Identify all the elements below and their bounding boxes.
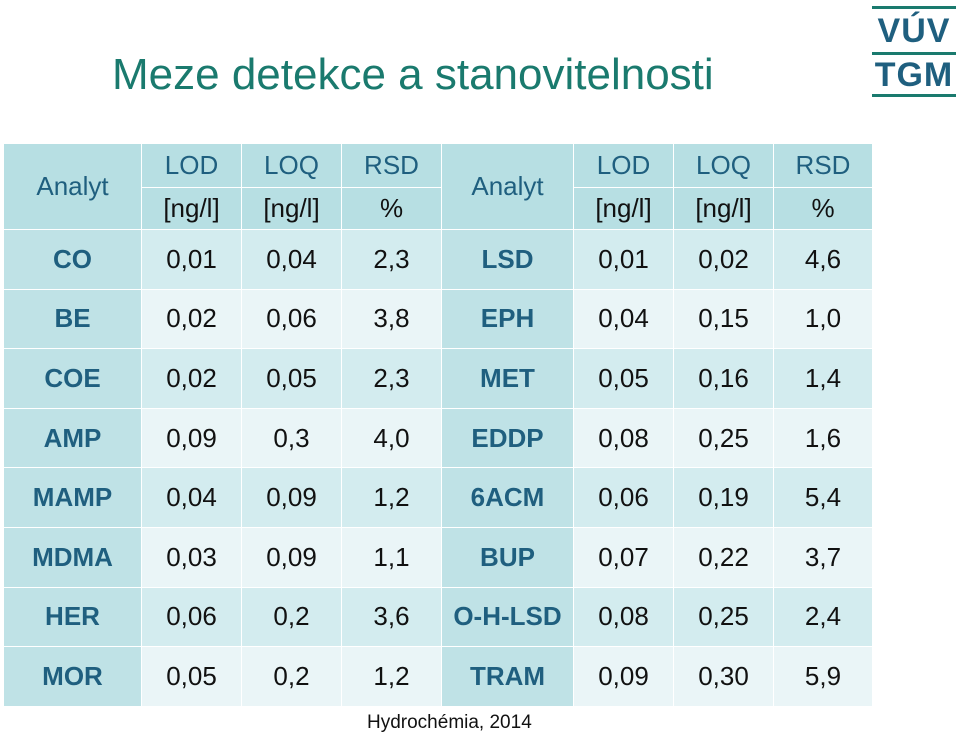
cell-loq-right: 0,30 <box>673 646 774 707</box>
page-title: Meze detekce a stanovitelnosti <box>112 50 714 99</box>
cell-rsd-left: 3,6 <box>341 586 442 648</box>
table-row: AMP 0,09 0,3 4,0 EDDP 0,08 0,25 1,6 <box>3 407 873 469</box>
cell-loq-left: 0,3 <box>241 407 342 469</box>
cell-analyt-left: BE <box>3 288 142 350</box>
table-row: BE 0,02 0,06 3,8 EPH 0,04 0,15 1,0 <box>3 288 873 350</box>
cell-lod-right: 0,06 <box>573 467 674 528</box>
table-row: CO 0,01 0,04 2,3 LSD 0,01 0,02 4,6 <box>3 229 873 290</box>
cell-loq-right: 0,19 <box>673 467 774 528</box>
logo-bottom-text: TGM <box>874 56 954 94</box>
cell-loq-right: 0,25 <box>673 407 774 469</box>
header-rsd-right: RSD <box>773 143 873 188</box>
cell-loq-left: 0,05 <box>241 348 342 409</box>
cell-lod-right: 0,05 <box>573 348 674 409</box>
cell-loq-right: 0,25 <box>673 586 774 648</box>
cell-rsd-right: 1,4 <box>773 348 873 409</box>
cell-analyt-right: EDDP <box>441 407 574 469</box>
cell-lod-right: 0,01 <box>573 229 674 290</box>
header-row-units: [ng/l] [ng/l] % [ng/l] [ng/l] % <box>4 187 873 230</box>
table-row: HER 0,06 0,2 3,6 O-H-LSD 0,08 0,25 2,4 <box>3 586 873 648</box>
table-row: MDMA 0,03 0,09 1,1 BUP 0,07 0,22 3,7 <box>3 526 873 588</box>
cell-loq-right: 0,15 <box>673 288 774 350</box>
cell-lod-left: 0,04 <box>141 467 242 528</box>
header-loq-left: LOQ <box>241 143 342 188</box>
cell-rsd-left: 2,3 <box>341 229 442 290</box>
logo-middle-rule <box>872 52 956 55</box>
cell-analyt-right: TRAM <box>441 646 574 707</box>
header-unit-loq-left: [ng/l] <box>241 187 342 230</box>
cell-analyt-right: LSD <box>441 229 574 290</box>
cell-analyt-right: EPH <box>441 288 574 350</box>
logo-top-text: VÚV <box>877 12 951 50</box>
cell-rsd-left: 4,0 <box>341 407 442 469</box>
header-analyt-right: Analyt <box>441 143 574 230</box>
cell-analyt-right: 6ACM <box>441 467 574 528</box>
cell-lod-left: 0,06 <box>141 586 242 648</box>
cell-lod-left: 0,05 <box>141 646 242 707</box>
header-unit-lod-left: [ng/l] <box>141 187 242 230</box>
header-unit-rsd-left: % <box>341 187 442 230</box>
cell-analyt-left: MOR <box>3 646 142 707</box>
cell-lod-right: 0,08 <box>573 407 674 469</box>
cell-rsd-left: 2,3 <box>341 348 442 409</box>
cell-loq-right: 0,02 <box>673 229 774 290</box>
cell-rsd-right: 2,4 <box>773 586 873 648</box>
logo-bottom-rule <box>872 94 956 97</box>
cell-lod-right: 0,09 <box>573 646 674 707</box>
cell-analyt-left: COE <box>3 348 142 409</box>
cell-analyt-left: MAMP <box>3 467 142 528</box>
header-analyt-left: Analyt <box>3 143 142 230</box>
cell-loq-left: 0,2 <box>241 646 342 707</box>
table-row: COE 0,02 0,05 2,3 MET 0,05 0,16 1,4 <box>3 348 873 409</box>
footer-source: Hydrochémia, 2014 <box>367 712 532 733</box>
cell-analyt-left: HER <box>3 586 142 648</box>
logo-top-rule <box>872 6 956 9</box>
table-row: MAMP 0,04 0,09 1,2 6ACM 0,06 0,19 5,4 <box>3 467 873 528</box>
cell-analyt-right: BUP <box>441 526 574 588</box>
detection-limits-table: Analyt LOD LOQ RSD Analyt LOD LOQ RSD [n… <box>3 143 873 707</box>
cell-rsd-right: 4,6 <box>773 229 873 290</box>
header-unit-lod-right: [ng/l] <box>573 187 674 230</box>
cell-lod-left: 0,02 <box>141 288 242 350</box>
cell-analyt-left: CO <box>3 229 142 290</box>
cell-loq-left: 0,06 <box>241 288 342 350</box>
header-lod-left: LOD <box>141 143 242 188</box>
cell-analyt-left: AMP <box>3 407 142 469</box>
cell-loq-right: 0,16 <box>673 348 774 409</box>
cell-lod-right: 0,04 <box>573 288 674 350</box>
cell-lod-right: 0,08 <box>573 586 674 648</box>
vuv-tgm-logo: VÚV TGM <box>872 6 956 97</box>
header-rsd-left: RSD <box>341 143 442 188</box>
header-unit-rsd-right: % <box>773 187 873 230</box>
cell-rsd-right: 1,0 <box>773 288 873 350</box>
cell-loq-left: 0,04 <box>241 229 342 290</box>
cell-lod-left: 0,03 <box>141 526 242 588</box>
cell-loq-left: 0,09 <box>241 467 342 528</box>
cell-lod-right: 0,07 <box>573 526 674 588</box>
cell-rsd-left: 1,1 <box>341 526 442 588</box>
cell-rsd-right: 5,9 <box>773 646 873 707</box>
cell-loq-left: 0,2 <box>241 586 342 648</box>
cell-loq-right: 0,22 <box>673 526 774 588</box>
cell-lod-left: 0,01 <box>141 229 242 290</box>
cell-rsd-right: 1,6 <box>773 407 873 469</box>
cell-rsd-left: 3,8 <box>341 288 442 350</box>
cell-rsd-left: 1,2 <box>341 467 442 528</box>
cell-rsd-right: 3,7 <box>773 526 873 588</box>
header-row-labels: Analyt LOD LOQ RSD Analyt LOD LOQ RSD <box>3 143 873 230</box>
cell-analyt-right: O-H-LSD <box>441 586 574 648</box>
cell-lod-left: 0,02 <box>141 348 242 409</box>
cell-analyt-left: MDMA <box>3 526 142 588</box>
cell-analyt-right: MET <box>441 348 574 409</box>
cell-rsd-left: 1,2 <box>341 646 442 707</box>
header-unit-loq-right: [ng/l] <box>673 187 774 230</box>
cell-loq-left: 0,09 <box>241 526 342 588</box>
table-row: MOR 0,05 0,2 1,2 TRAM 0,09 0,30 5,9 <box>3 646 873 707</box>
header-loq-right: LOQ <box>673 143 774 188</box>
cell-lod-left: 0,09 <box>141 407 242 469</box>
header-lod-right: LOD <box>573 143 674 188</box>
cell-rsd-right: 5,4 <box>773 467 873 528</box>
